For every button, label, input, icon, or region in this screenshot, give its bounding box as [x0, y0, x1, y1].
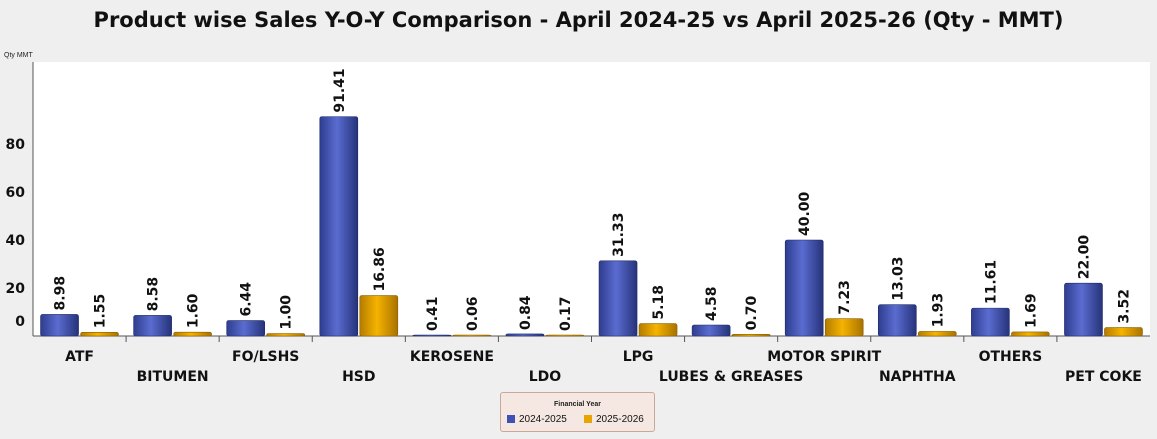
bar-series-2 [173, 331, 212, 337]
data-label-series-2: 16.86 [372, 247, 388, 291]
bar-series-1 [784, 239, 824, 337]
data-label-series-2: 1.93 [930, 293, 946, 328]
legend-swatch-series-2 [584, 415, 592, 423]
y-tick-label: 0 [15, 314, 25, 330]
data-label-series-1: 40.00 [797, 191, 813, 236]
bar-series-1 [133, 315, 172, 337]
legend-label-series-1: 2024-2025 [519, 414, 567, 425]
y-tick-label: 40 [6, 233, 26, 249]
data-label-series-1: 91.41 [332, 68, 348, 112]
x-tick-label: ATF [65, 349, 94, 365]
chart-title: Product wise Sales Y-O-Y Comparison - Ap… [93, 8, 1064, 32]
x-tick-label: NAPHTHA [879, 369, 956, 385]
data-label-series-1: 8.98 [53, 276, 69, 311]
data-label-series-2: 5.18 [651, 285, 667, 320]
bar-series-2 [1104, 327, 1143, 337]
plot-area [33, 62, 1150, 336]
bar-series-1 [691, 324, 731, 337]
data-label-series-2: 0.17 [558, 296, 574, 331]
y-tick-label: 20 [6, 281, 26, 297]
bar-series-2 [638, 323, 678, 337]
legend-label-series-2: 2025-2026 [596, 414, 644, 425]
x-tick-label: OTHERS [979, 349, 1043, 365]
y-tick-label: 80 [6, 137, 26, 153]
legend: Financial Year 2024-2025 2025-2026 [500, 392, 655, 432]
x-tick-label: HSD [342, 369, 375, 385]
bar-series-1 [505, 333, 545, 337]
bar-series-2 [731, 334, 771, 337]
x-tick-label: FO/LSHS [232, 349, 299, 365]
data-label-series-2: 1.69 [1023, 293, 1039, 328]
data-label-series-2: 7.23 [837, 280, 853, 315]
bar-series-1 [319, 116, 359, 337]
x-tick-label: LPG [623, 349, 654, 365]
bar-series-2 [266, 333, 306, 337]
bar-series-2 [824, 318, 864, 337]
data-label-series-1: 31.33 [611, 213, 627, 257]
data-label-series-2: 1.00 [279, 295, 295, 330]
data-label-series-2: 0.06 [465, 296, 481, 331]
data-label-series-2: 3.52 [1116, 289, 1132, 324]
data-label-series-1: 22.00 [1076, 235, 1092, 280]
data-label-series-1: 13.03 [890, 256, 906, 300]
data-label-series-2: 1.55 [93, 294, 109, 329]
bar-series-1 [598, 260, 638, 337]
y-axis-unit-label: Qty MMT [4, 52, 33, 59]
data-label-series-1: 6.44 [239, 282, 255, 317]
data-label-series-1: 4.58 [704, 286, 720, 321]
bar-series-2 [917, 331, 957, 337]
x-tick-label: LDO [529, 369, 562, 385]
data-label-series-2: 1.60 [186, 293, 202, 328]
data-label-series-1: 0.84 [518, 295, 534, 330]
y-tick-label: 60 [6, 185, 26, 201]
bar-series-2 [452, 334, 492, 337]
x-tick-label: MOTOR SPIRIT [767, 349, 881, 365]
legend-title: Financial Year [554, 401, 601, 408]
x-tick-label: LUBES & GREASES [659, 369, 803, 385]
bar-series-2 [80, 331, 119, 337]
bar-series-1 [971, 307, 1010, 337]
bar-series-1 [40, 314, 79, 337]
legend-item-series-2: 2025-2026 [584, 414, 644, 425]
bar-series-2 [359, 295, 399, 337]
bar-series-2 [1011, 331, 1050, 337]
bar-series-1 [226, 320, 266, 337]
data-label-series-1: 11.61 [983, 260, 999, 304]
x-tick-label: BITUMEN [137, 369, 209, 385]
bar-series-1 [412, 334, 452, 337]
bar-series-2 [545, 334, 585, 337]
x-tick-label: PET COKE [1065, 369, 1142, 385]
x-tick-label: KEROSENE [410, 349, 494, 365]
bar-series-1 [1064, 282, 1103, 337]
data-label-series-2: 0.70 [744, 296, 760, 331]
data-label-series-1: 0.41 [425, 296, 441, 331]
legend-swatch-series-1 [507, 415, 515, 423]
bar-series-1 [877, 304, 917, 337]
data-label-series-1: 8.58 [146, 277, 162, 312]
legend-item-series-1: 2024-2025 [507, 414, 567, 425]
